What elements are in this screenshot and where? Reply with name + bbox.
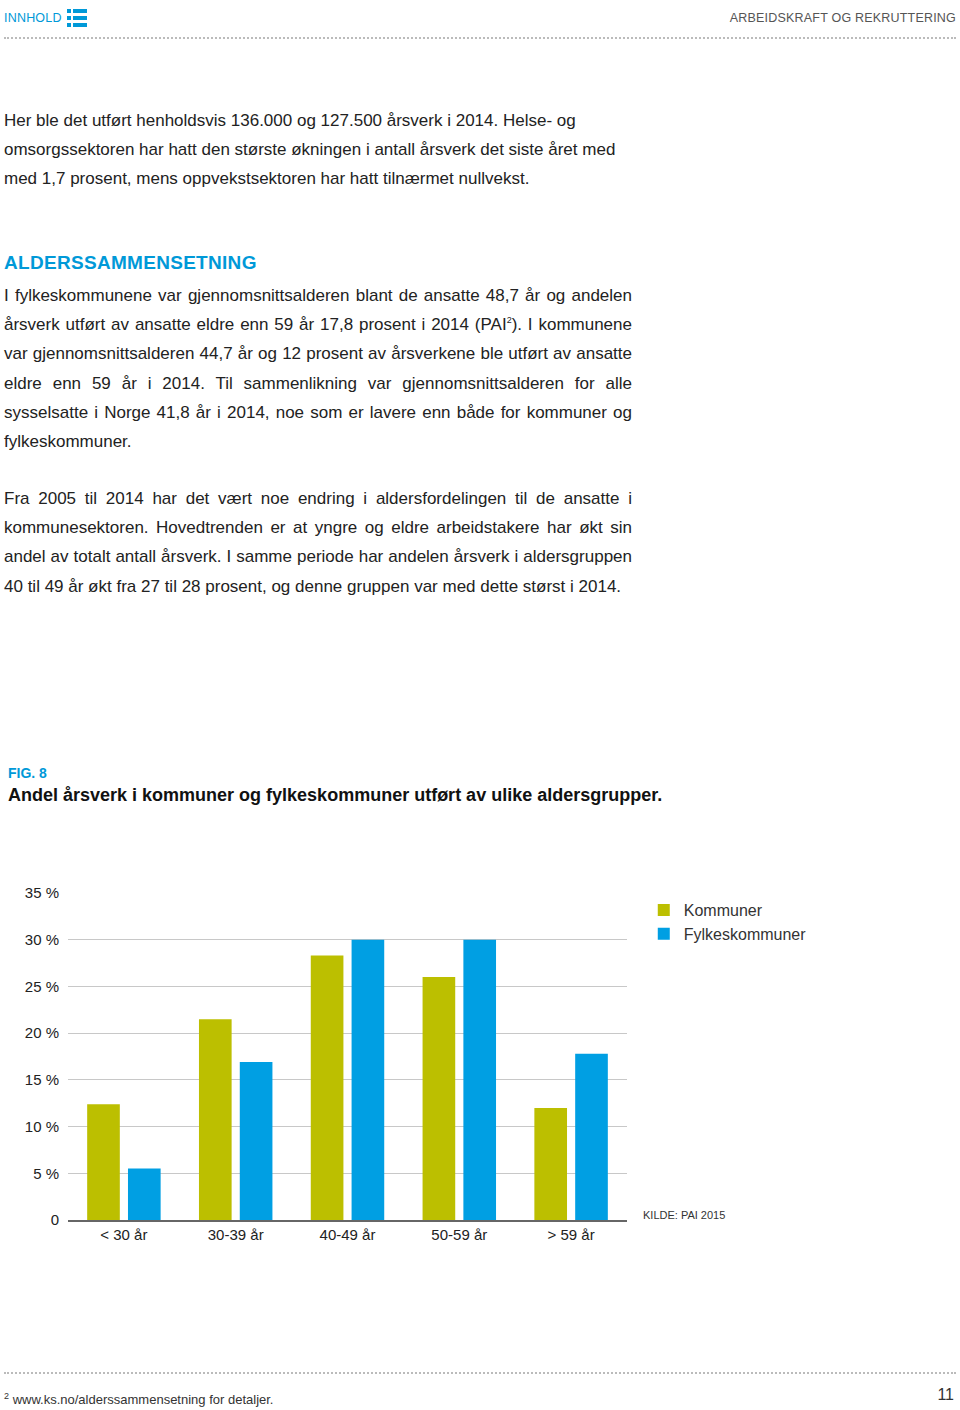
html-text:FIG. 8: FIG. 8 (8, 765, 47, 781)
html-text:KILDE: PAI 2015: KILDE: PAI 2015 (643, 1209, 726, 1221)
svg-text:Kommuner: Kommuner (684, 902, 763, 919)
html-text:Fra 2005 til 2014 har det vært: Fra 2005 til 2014 har det vært noe endri… (4, 489, 632, 596)
svg-text:10 %: 10 % (25, 1118, 59, 1135)
html-text:2www.ks.no/alderssammensetning: 2www.ks.no/alderssammensetning for detal… (4, 1390, 274, 1407)
svg-text:> 59 år: > 59 år (548, 1226, 595, 1243)
html-text:ARBEIDSKRAFT OG REKRUTTERING: ARBEIDSKRAFT OG REKRUTTERING (729, 11, 956, 25)
svg-text:20 %: 20 % (25, 1024, 59, 1041)
svg-text:50-59 år: 50-59 år (431, 1226, 487, 1243)
svg-text:40-49 år: 40-49 år (320, 1226, 376, 1243)
html-text:Andel årsverk i kommuner og fy: Andel årsverk i kommuner og fylkeskommun… (8, 785, 663, 805)
svg-text:Fylkeskommuner: Fylkeskommuner (684, 926, 806, 943)
svg-text:35 %: 35 % (25, 884, 59, 901)
html-text:Her ble det utført henholdsvis: Her ble det utført henholdsvis 136.000 o… (4, 111, 616, 189)
svg-text:5 %: 5 % (33, 1165, 59, 1182)
svg-text:30-39 år: 30-39 år (208, 1226, 264, 1243)
svg-text:30 %: 30 % (25, 931, 59, 948)
html-text:11: 11 (937, 1386, 954, 1403)
svg-text:15 %: 15 % (25, 1071, 59, 1088)
html-text:ALDERSSAMMENSETNING: ALDERSSAMMENSETNING (4, 252, 257, 273)
html-text:I fylkeskommunene var gjennoms: I fylkeskommunene var gjennomsnittsalder… (4, 286, 632, 451)
svg-text:< 30 år: < 30 år (100, 1226, 147, 1243)
svg-text:25 %: 25 % (25, 978, 59, 995)
html-text:INNHOLD: INNHOLD (4, 11, 62, 25)
svg-text:0: 0 (51, 1211, 59, 1228)
